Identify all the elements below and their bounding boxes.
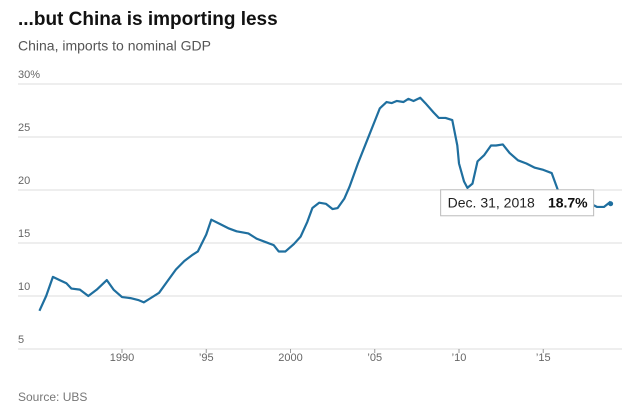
tooltip: Dec. 31, 2018 18.7%	[440, 189, 614, 217]
tooltip-value: 18.7%	[548, 194, 588, 210]
line	[38, 96, 612, 312]
y-tick-label: 10	[18, 281, 30, 293]
y-tick-label: 30%	[18, 69, 40, 81]
chart-subtitle: China, imports to nominal GDP	[18, 38, 211, 54]
x-tick-label: ’95	[199, 352, 214, 364]
tooltip-marker	[608, 201, 614, 207]
y-tick-label: 15	[18, 228, 30, 240]
x-tick-label: 2000	[278, 352, 302, 364]
x-tick-label: ’15	[536, 352, 551, 364]
y-tick-label: 20	[18, 175, 30, 187]
x-tick-label: ’05	[367, 352, 382, 364]
x-tick-label: ’10	[452, 352, 467, 364]
y-tick-label: 25	[18, 122, 30, 134]
x-tick-label: 1990	[110, 352, 134, 364]
tooltip-box	[440, 189, 595, 217]
chart-title: ...but China is importing less	[18, 9, 278, 30]
y-tick-label: 5	[18, 334, 24, 346]
source: Source: UBS	[18, 390, 87, 404]
tooltip-date: Dec. 31, 2018	[448, 194, 535, 210]
